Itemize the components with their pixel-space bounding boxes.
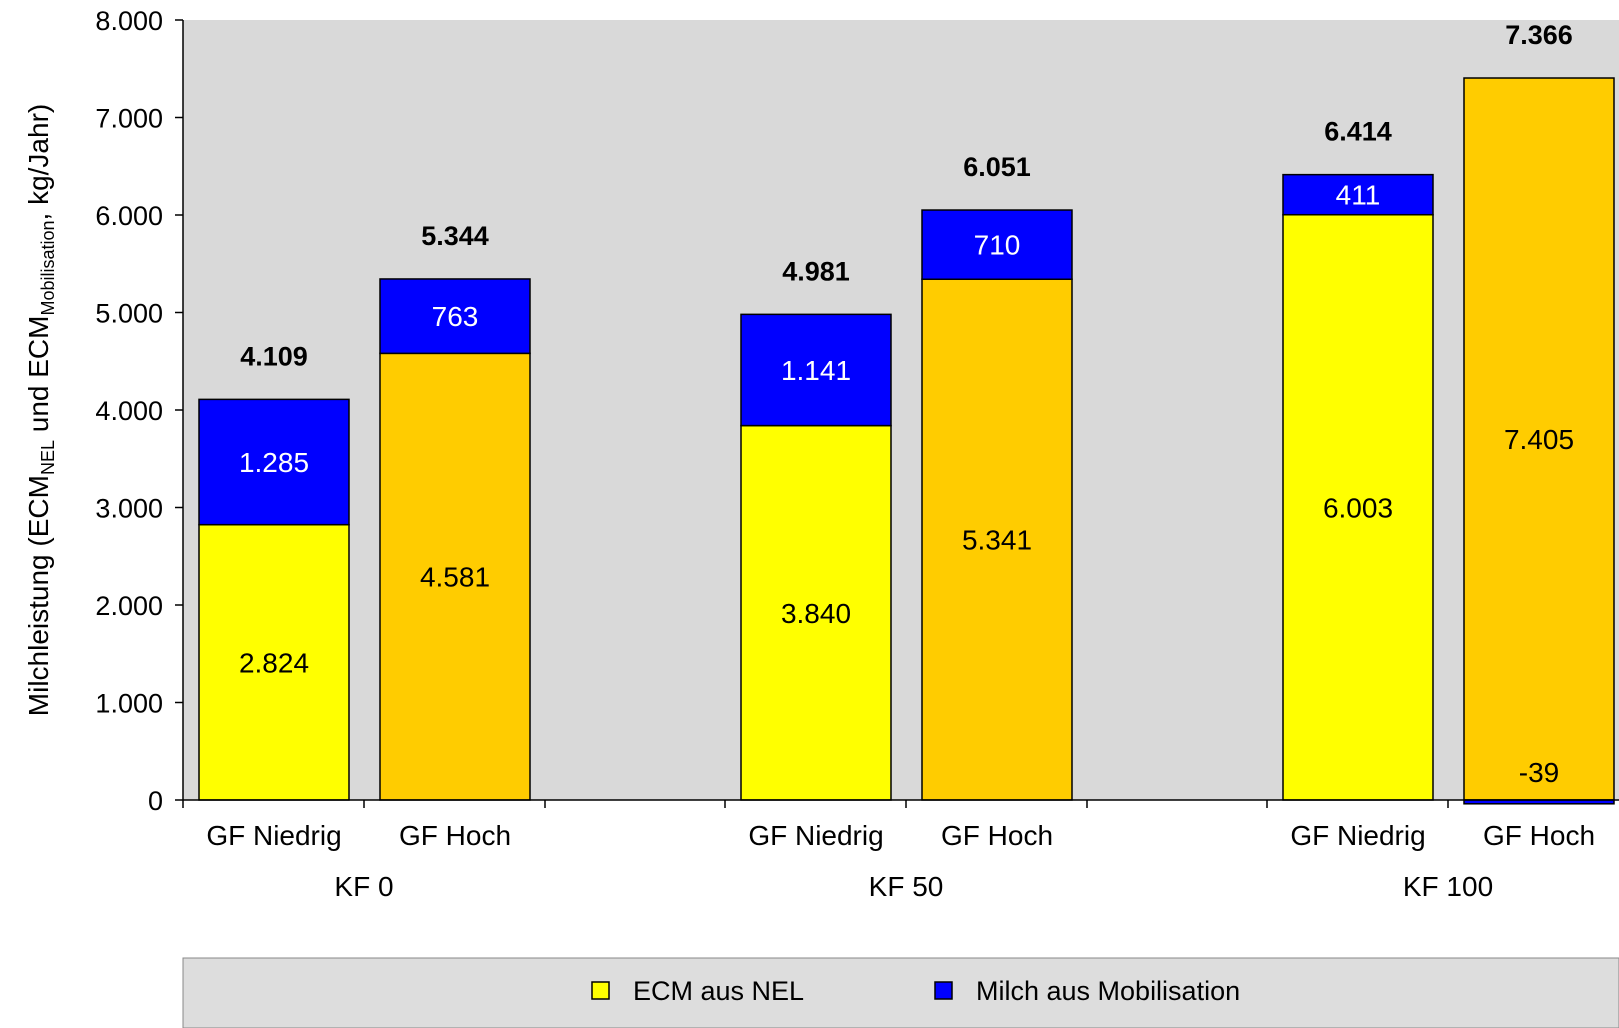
y-axis-label-suffix: , kg/Jahr) (23, 104, 54, 221)
bar-mobilisation (379, 278, 531, 355)
bar-ecm-nel (740, 424, 892, 801)
y-tick-label: 2.000 (95, 591, 163, 621)
y-tick-label: 3.000 (95, 494, 163, 524)
bar-total-label: 5.344 (421, 221, 489, 251)
x-category-label: GF Niedrig (748, 820, 883, 851)
legend: ECM aus NEL Milch aus Mobilisation (182, 957, 1619, 1028)
bar-mobilisation-label: -39 (1519, 757, 1559, 788)
bar-mobilisation (1282, 173, 1434, 216)
bar-mobilisation-label: 1.285 (239, 447, 309, 478)
bar-ecm-nel-label: 7.405 (1504, 424, 1574, 455)
legend-swatch (934, 981, 953, 1000)
bar-ecm-nel (198, 523, 350, 801)
bar-ecm-nel-label: 6.003 (1323, 492, 1393, 523)
x-category-label: GF Hoch (399, 820, 511, 851)
bar-total-label: 4.981 (782, 256, 850, 286)
y-tick-label: 7.000 (95, 104, 163, 134)
legend-swatch (591, 981, 610, 1000)
bar-mobilisation-label: 710 (974, 230, 1021, 261)
y-axis-label-mid: und ECM (23, 316, 54, 441)
y-tick-label: 8.000 (95, 6, 163, 36)
y-tick-label: 5.000 (95, 299, 163, 329)
legend-label: Milch aus Mobilisation (976, 976, 1240, 1006)
bar-ecm-nel (1282, 213, 1434, 801)
bar-total-label: 6.414 (1324, 117, 1392, 147)
bar-ecm-nel-label: 2.824 (239, 647, 309, 678)
x-group-label: KF 0 (334, 871, 393, 902)
bar-mobilisation-label: 1.141 (781, 355, 851, 386)
bar-total-label: 4.109 (240, 341, 308, 371)
x-category-label: GF Hoch (941, 820, 1053, 851)
x-group-label: KF 100 (1403, 871, 1493, 902)
y-tick-label: 4.000 (95, 396, 163, 426)
bar-total-label: 7.366 (1505, 20, 1573, 50)
y-axis-label-prefix: Milchleistung (ECM (23, 475, 54, 716)
bar-mobilisation (740, 313, 892, 427)
bar-ecm-nel-label: 5.341 (962, 525, 1032, 556)
bars: 2.824 1.285 4.109 4.581 763 5.344 3.840 1.141 4.… (198, 20, 1615, 805)
x-category-label: GF Niedrig (1290, 820, 1425, 851)
legend-label: ECM aus NEL (633, 976, 804, 1006)
x-category-label: GF Niedrig (206, 820, 341, 851)
bar-total-label: 6.051 (963, 152, 1031, 182)
y-axis-label-sub2: Mobilisation (38, 220, 58, 315)
bar-ecm-nel (1463, 77, 1615, 801)
x-category-label: GF Hoch (1483, 820, 1595, 851)
bar-mobilisation (198, 398, 350, 526)
bar-mobilisation-label: 411 (1336, 180, 1381, 211)
y-tick-label: 1.000 (95, 689, 163, 719)
legend-box (182, 957, 1619, 1028)
y-tick-label: 6.000 (95, 201, 163, 231)
bar-mobilisation-label: 763 (432, 301, 479, 332)
y-axis-label-sub1: NEL (38, 440, 58, 475)
y-axis-label: Milchleistung (ECMNEL und ECMMobilisatio… (23, 104, 58, 716)
axes: 0 1.000 2.000 3.000 4.000 5.000 6.000 7.000 8.00… (95, 6, 1619, 902)
bar-mobilisation (921, 209, 1073, 281)
x-group-label: KF 50 (869, 871, 944, 902)
y-tick-label: 0 (148, 786, 163, 816)
bar-ecm-nel-label: 3.840 (781, 598, 851, 629)
bar-ecm-nel-label: 4.581 (420, 562, 490, 593)
